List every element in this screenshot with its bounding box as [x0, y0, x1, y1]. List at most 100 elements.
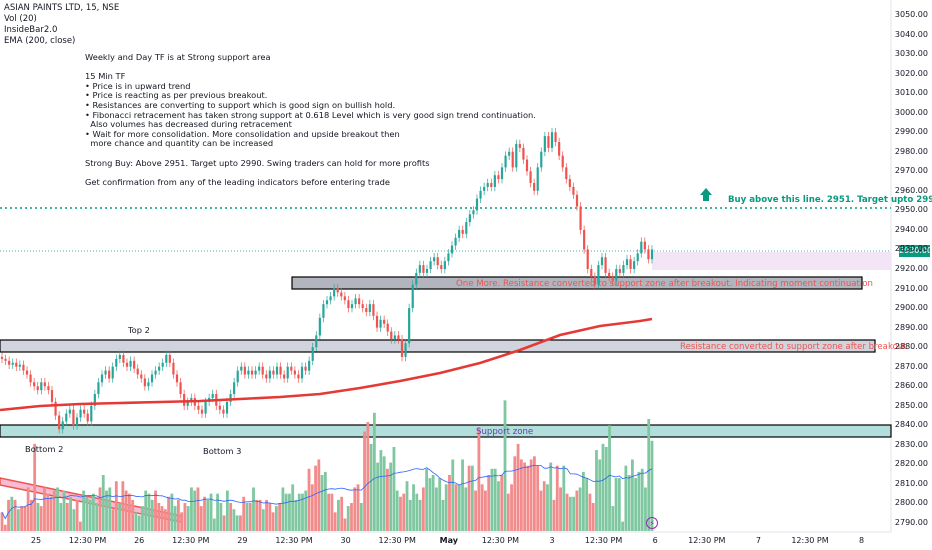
candle[interactable] — [597, 265, 600, 285]
candle[interactable] — [93, 394, 96, 406]
candle[interactable] — [472, 210, 475, 215]
zone-middle[interactable] — [0, 339, 876, 353]
candle[interactable] — [515, 143, 518, 168]
candle[interactable] — [279, 366, 282, 375]
candle[interactable] — [540, 151, 543, 168]
candle[interactable] — [83, 409, 86, 414]
candle[interactable] — [508, 151, 511, 156]
candle[interactable] — [486, 183, 489, 187]
candle[interactable] — [18, 364, 21, 367]
candle[interactable] — [129, 360, 132, 367]
candle[interactable] — [161, 362, 164, 367]
candle[interactable] — [579, 206, 582, 230]
candle[interactable] — [408, 308, 411, 344]
candle[interactable] — [604, 257, 607, 273]
candle[interactable] — [272, 370, 275, 375]
candle[interactable] — [447, 253, 450, 262]
candle[interactable] — [622, 265, 625, 273]
candle[interactable] — [479, 190, 482, 199]
candle[interactable] — [86, 413, 89, 422]
candle[interactable] — [536, 167, 539, 191]
candle[interactable] — [258, 366, 261, 371]
candle[interactable] — [179, 382, 182, 395]
candle[interactable] — [647, 249, 650, 260]
candle[interactable] — [365, 308, 368, 312]
candle[interactable] — [50, 390, 54, 402]
candle[interactable] — [347, 300, 350, 309]
candle[interactable] — [40, 382, 43, 391]
candle[interactable] — [425, 269, 429, 273]
candle[interactable] — [140, 374, 143, 379]
candle[interactable] — [15, 362, 18, 367]
candle[interactable] — [243, 366, 246, 375]
candle[interactable] — [190, 397, 193, 402]
candle[interactable] — [600, 257, 604, 266]
symbol-title[interactable]: ASIAN PAINTS LTD, 15, NSE — [4, 3, 120, 13]
candle[interactable] — [118, 354, 121, 359]
candle[interactable] — [290, 366, 293, 371]
candle[interactable] — [383, 319, 386, 324]
candle[interactable] — [643, 241, 646, 250]
volume-indicator-label[interactable]: Vol (20) — [4, 14, 37, 24]
candle[interactable] — [47, 386, 50, 391]
candle[interactable] — [618, 269, 621, 273]
candle[interactable] — [172, 362, 175, 375]
candle[interactable] — [483, 186, 486, 191]
candle[interactable] — [97, 382, 100, 395]
candle[interactable] — [54, 401, 57, 416]
candle[interactable] — [422, 265, 425, 273]
candle[interactable] — [122, 354, 125, 363]
candle[interactable] — [168, 354, 171, 363]
candle[interactable] — [79, 409, 82, 418]
candle[interactable] — [204, 401, 207, 414]
candle[interactable] — [558, 142, 561, 156]
support-zone-label[interactable]: Support zone — [476, 427, 534, 437]
candle[interactable] — [493, 175, 496, 187]
candle[interactable] — [518, 143, 521, 148]
candle[interactable] — [261, 366, 264, 375]
candle[interactable] — [543, 136, 546, 152]
candle[interactable] — [372, 304, 375, 316]
candle[interactable] — [136, 368, 139, 375]
candle[interactable] — [454, 237, 457, 246]
candle[interactable] — [565, 167, 568, 180]
candle[interactable] — [11, 362, 14, 365]
candle[interactable] — [358, 298, 361, 305]
candle[interactable] — [197, 405, 200, 410]
candle[interactable] — [433, 257, 436, 262]
candle[interactable] — [68, 409, 71, 414]
candle[interactable] — [8, 360, 11, 365]
candle[interactable] — [461, 229, 464, 234]
candle[interactable] — [29, 374, 32, 383]
candle[interactable] — [575, 194, 579, 207]
candle[interactable] — [325, 300, 329, 305]
candle[interactable] — [393, 335, 396, 340]
candle[interactable] — [443, 261, 446, 269]
candle[interactable] — [343, 296, 346, 301]
candle[interactable] — [322, 304, 325, 318]
candle[interactable] — [183, 394, 186, 406]
zone-upper[interactable] — [291, 276, 863, 290]
candle[interactable] — [583, 229, 586, 250]
candle[interactable] — [593, 276, 596, 285]
candle[interactable] — [254, 370, 257, 375]
candle[interactable] — [247, 370, 250, 375]
candle[interactable] — [336, 288, 339, 293]
candle[interactable] — [415, 272, 418, 285]
candle[interactable] — [404, 343, 407, 357]
candle[interactable] — [4, 358, 7, 361]
candle[interactable] — [418, 265, 421, 273]
candle[interactable] — [0, 356, 4, 359]
candle[interactable] — [158, 366, 161, 371]
candle[interactable] — [147, 382, 150, 387]
candle[interactable] — [100, 374, 104, 383]
candle[interactable] — [450, 245, 454, 254]
candle[interactable] — [33, 382, 36, 387]
candle[interactable] — [315, 335, 318, 348]
candle[interactable] — [400, 339, 404, 357]
candle[interactable] — [411, 284, 414, 309]
zone-middle-label[interactable]: Resistance converted to support zone aft… — [680, 342, 907, 352]
candle[interactable] — [65, 413, 68, 422]
candle[interactable] — [115, 358, 118, 367]
candle[interactable] — [165, 354, 168, 363]
